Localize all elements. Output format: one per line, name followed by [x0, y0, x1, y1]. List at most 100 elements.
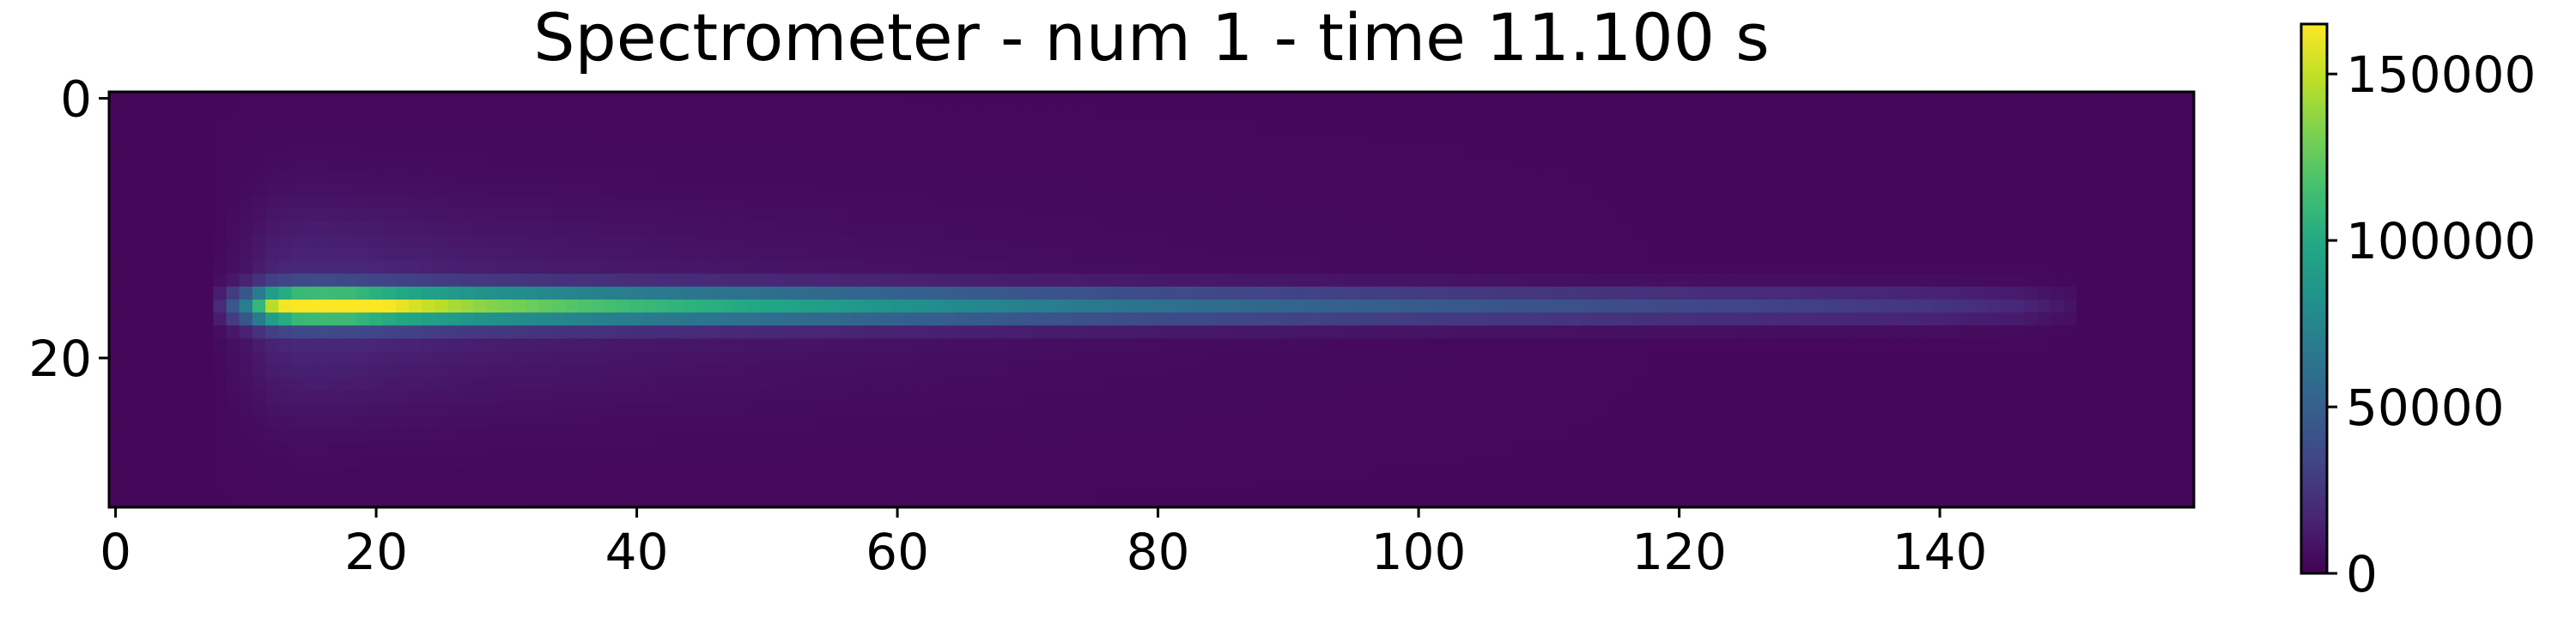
- heatmap-cell: [1308, 390, 1321, 404]
- heatmap-cell: [1516, 247, 1530, 262]
- heatmap-cell: [669, 247, 683, 262]
- heatmap-cell: [1477, 325, 1492, 340]
- heatmap-cell: [395, 169, 410, 184]
- heatmap-cell: [773, 247, 787, 262]
- heatmap-cell: [213, 182, 228, 197]
- heatmap-cell: [1959, 312, 1973, 326]
- heatmap-cell: [695, 403, 709, 417]
- heatmap-cell: [787, 364, 800, 379]
- heatmap-cell: [473, 273, 488, 288]
- heatmap-cell: [1724, 351, 1739, 366]
- heatmap-cell: [1437, 247, 1452, 262]
- heatmap-cell: [1815, 468, 1830, 482]
- heatmap-cell: [565, 286, 580, 300]
- heatmap-cell: [930, 247, 944, 262]
- heatmap-cell: [1542, 118, 1557, 132]
- heatmap-cell: [382, 169, 397, 184]
- heatmap-cell: [1920, 312, 1935, 326]
- heatmap-cell: [2050, 300, 2064, 313]
- heatmap-cell: [630, 105, 644, 118]
- heatmap-cell: [682, 234, 696, 249]
- heatmap-cell: [1686, 429, 1700, 444]
- heatmap-cell: [1190, 455, 1205, 470]
- heatmap-cell: [538, 377, 553, 391]
- heatmap-cell: [943, 209, 957, 222]
- heatmap-cell: [903, 234, 918, 249]
- heatmap-cell: [851, 156, 866, 171]
- heatmap-cell: [2011, 260, 2026, 275]
- heatmap-cell: [460, 105, 475, 118]
- heatmap-cell: [109, 377, 123, 391]
- heatmap-cell: [1920, 390, 1935, 404]
- heatmap-cell: [1112, 403, 1127, 417]
- heatmap-cell: [1920, 92, 1935, 106]
- heatmap-cell: [460, 494, 475, 508]
- heatmap-cell: [1594, 403, 1608, 417]
- heatmap-cell: [551, 300, 566, 313]
- heatmap-cell: [1230, 468, 1243, 482]
- heatmap-cell: [1372, 481, 1387, 495]
- heatmap-cell: [721, 286, 736, 300]
- heatmap-cell: [447, 234, 462, 249]
- heatmap-cell: [956, 286, 970, 300]
- heatmap-cell: [226, 273, 240, 288]
- heatmap-cell: [617, 143, 631, 158]
- heatmap-cell: [708, 247, 722, 262]
- heatmap-cell: [682, 286, 696, 300]
- heatmap-cell: [2102, 234, 2117, 249]
- heatmap-cell: [1581, 130, 1595, 145]
- heatmap-cell: [135, 300, 149, 313]
- heatmap-cell: [2129, 273, 2143, 288]
- heatmap-cell: [1203, 286, 1218, 300]
- heatmap-cell: [1490, 130, 1504, 145]
- heatmap-cell: [903, 130, 918, 145]
- heatmap-cell: [369, 143, 384, 158]
- heatmap-cell: [109, 416, 123, 430]
- heatmap-cell: [865, 105, 879, 118]
- heatmap-cell: [1620, 442, 1635, 457]
- heatmap-cell: [135, 416, 149, 430]
- heatmap-cell: [173, 286, 188, 300]
- heatmap-cell: [1724, 130, 1739, 145]
- heatmap-cell: [1920, 182, 1935, 197]
- heatmap-cell: [1281, 377, 1296, 391]
- heatmap-cell: [1346, 481, 1361, 495]
- heatmap-cell: [460, 234, 475, 249]
- heatmap-cell: [930, 338, 944, 353]
- heatmap-cell: [1764, 130, 1778, 145]
- heatmap-cell: [773, 156, 787, 171]
- heatmap-cell: [422, 260, 436, 275]
- heatmap-cell: [1751, 377, 1765, 391]
- heatmap-cell: [2180, 377, 2195, 391]
- heatmap-cell: [382, 364, 397, 379]
- heatmap-cell: [1255, 130, 1270, 145]
- heatmap-cell: [161, 130, 175, 145]
- heatmap-cell: [1412, 429, 1426, 444]
- heatmap-cell: [1125, 247, 1139, 262]
- heatmap-cell: [1425, 390, 1439, 404]
- heatmap-cell: [538, 260, 553, 275]
- heatmap-cell: [1425, 300, 1439, 313]
- heatmap-cell: [787, 338, 800, 353]
- heatmap-cell: [1072, 92, 1087, 106]
- heatmap-cell: [656, 260, 671, 275]
- heatmap-cell: [851, 143, 866, 158]
- heatmap-cell: [1242, 143, 1257, 158]
- heatmap-cell: [903, 273, 918, 288]
- heatmap-cell: [981, 234, 996, 249]
- heatmap-cell: [2024, 312, 2038, 326]
- heatmap-cell: [409, 196, 422, 209]
- heatmap-cell: [1047, 209, 1061, 222]
- heatmap-cell: [1946, 455, 1960, 470]
- heatmap-cell: [1972, 416, 1986, 430]
- heatmap-cell: [460, 169, 475, 184]
- heatmap-cell: [1907, 403, 1922, 417]
- heatmap-cell: [1686, 209, 1700, 222]
- heatmap-cell: [200, 468, 215, 482]
- heatmap-cell: [760, 130, 775, 145]
- heatmap-cell: [161, 182, 175, 197]
- heatmap-cell: [460, 351, 475, 366]
- heatmap-cell: [878, 221, 892, 236]
- heatmap-cell: [382, 196, 397, 209]
- heatmap-cell: [1868, 156, 1882, 171]
